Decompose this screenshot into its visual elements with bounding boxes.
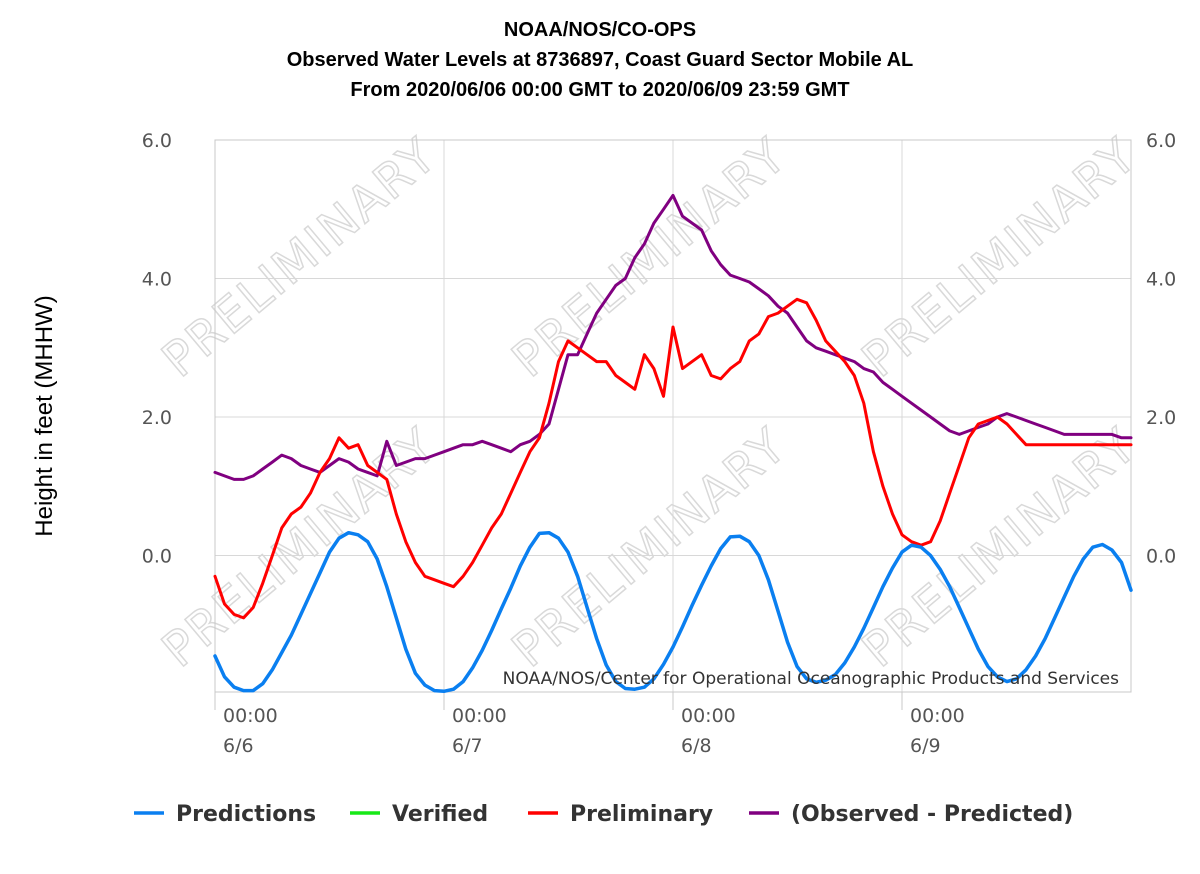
legend-item-verified[interactable]: Verified bbox=[350, 802, 488, 827]
watermark-layer: PRELIMINARYPRELIMINARYPRELIMINARYPRELIMI… bbox=[151, 126, 1149, 679]
y-axis-left: 6.0 4.0 2.0 0.0 bbox=[142, 130, 172, 568]
x-tick-time-label: 00:00 bbox=[223, 705, 278, 727]
chart-title-line-1: NOAA/NOS/CO-OPS bbox=[504, 19, 696, 41]
legend-item-observed_minus_predicted[interactable]: (Observed - Predicted) bbox=[749, 802, 1073, 827]
series-layer bbox=[213, 193, 1133, 694]
y-tick-label-left: 0.0 bbox=[142, 546, 172, 568]
y-tick-label-right: 4.0 bbox=[1146, 269, 1176, 291]
x-axis: 00:00 6/6 00:00 6/7 00:00 6/8 00:00 6/9 bbox=[214, 692, 965, 757]
watermark-text: PRELIMINARY bbox=[852, 127, 1148, 388]
watermark-text: PRELIMINARY bbox=[152, 127, 448, 388]
watermark-text: PRELIMINARY bbox=[502, 127, 798, 388]
y-tick-label-left: 6.0 bbox=[142, 130, 172, 152]
watermark-text: PRELIMINARY bbox=[852, 417, 1148, 678]
legend-item-predictions[interactable]: Predictions bbox=[134, 802, 316, 827]
x-tick-date-label: 6/7 bbox=[452, 735, 483, 757]
legend: Predictions Verified Preliminary (Observed … bbox=[134, 802, 1073, 827]
series-line-preliminary bbox=[213, 297, 1133, 620]
x-tick-date-label: 6/8 bbox=[681, 735, 712, 757]
chart-title-line-3: From 2020/06/06 00:00 GMT to 2020/06/09 … bbox=[350, 79, 849, 101]
legend-label: Verified bbox=[392, 802, 488, 827]
x-tick-time-label: 00:00 bbox=[681, 705, 736, 727]
credit-text: NOAA/NOS/Center for Operational Oceanogr… bbox=[503, 669, 1119, 689]
y-axis-right: 6.0 4.0 2.0 0.0 bbox=[1146, 130, 1176, 568]
series-line-predictions bbox=[213, 530, 1133, 694]
legend-label: (Observed - Predicted) bbox=[791, 802, 1073, 827]
y-tick-label-right: 0.0 bbox=[1146, 546, 1176, 568]
y-tick-label-left: 2.0 bbox=[142, 407, 172, 429]
y-tick-label-left: 4.0 bbox=[142, 269, 172, 291]
x-tick-time-label: 00:00 bbox=[452, 705, 507, 727]
y-tick-label-right: 2.0 bbox=[1146, 407, 1176, 429]
y-tick-label-right: 6.0 bbox=[1146, 130, 1176, 152]
legend-label: Predictions bbox=[176, 802, 316, 827]
chart-title-line-2: Observed Water Levels at 8736897, Coast … bbox=[287, 49, 914, 71]
title-block: NOAA/NOS/CO-OPS Observed Water Levels at… bbox=[287, 19, 914, 101]
x-tick-date-label: 6/6 bbox=[223, 735, 254, 757]
x-tick-time-label: 00:00 bbox=[910, 705, 965, 727]
x-tick-date-label: 6/9 bbox=[910, 735, 941, 757]
legend-label: Preliminary bbox=[570, 802, 713, 827]
legend-item-preliminary[interactable]: Preliminary bbox=[528, 802, 713, 827]
y-axis-label: Height in feet (MHHW) bbox=[31, 295, 58, 536]
series-line-observed_minus_predicted bbox=[213, 193, 1133, 481]
